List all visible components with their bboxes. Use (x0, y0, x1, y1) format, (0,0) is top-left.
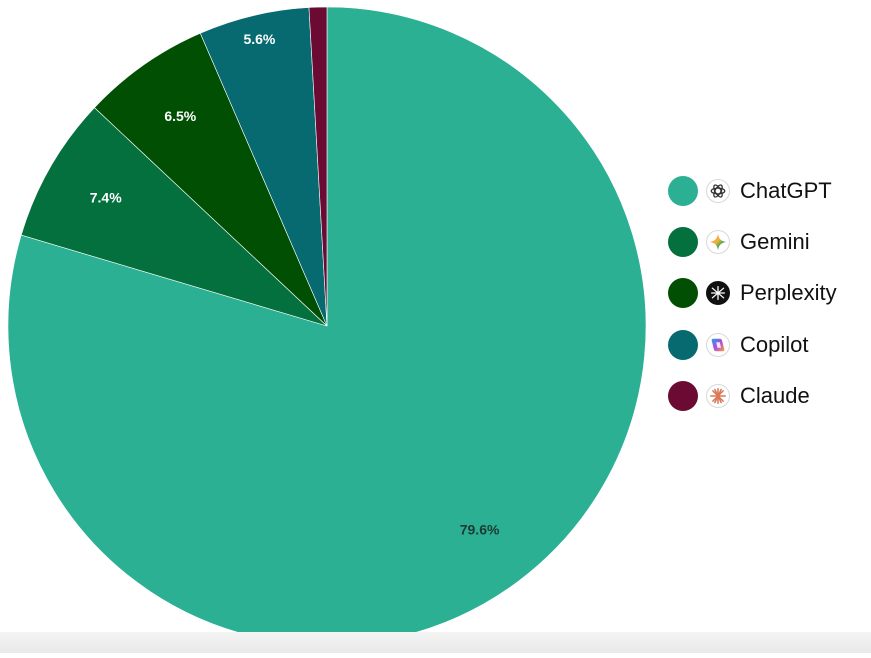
data-label-gemini: 7.4% (90, 190, 122, 206)
legend-item-gemini: Gemini (668, 225, 810, 259)
legend-swatch-chatgpt (668, 176, 698, 206)
copilot-logo-icon (706, 333, 730, 357)
data-label-perplexity: 6.5% (164, 108, 196, 124)
gemini-logo-icon (706, 230, 730, 254)
claude-logo-icon (706, 384, 730, 408)
data-label-chatgpt: 79.6% (460, 521, 500, 537)
pie-slice-claude (308, 6, 328, 327)
legend-swatch-claude (668, 381, 698, 411)
legend-swatch-gemini (668, 227, 698, 257)
legend-item-perplexity: Perplexity (668, 276, 837, 310)
perplexity-logo-icon (706, 281, 730, 305)
legend-label-copilot: Copilot (740, 332, 809, 357)
pie-slice-gemini (20, 107, 328, 327)
pie-slice-perplexity (94, 32, 328, 327)
data-label-copilot: 5.6% (243, 31, 275, 47)
bottom-bar (0, 632, 871, 653)
legend-swatch-perplexity (668, 278, 698, 308)
legend-label-gemini: Gemini (740, 229, 810, 254)
chatgpt-logo-icon (706, 179, 730, 203)
legend-item-claude: Claude (668, 379, 810, 413)
legend-item-copilot: Copilot (668, 328, 808, 362)
legend-label-chatgpt: ChatGPT (740, 178, 832, 203)
legend-label-claude: Claude (740, 383, 810, 408)
legend-label-perplexity: Perplexity (740, 280, 837, 305)
legend-swatch-copilot (668, 330, 698, 360)
legend-item-chatgpt: ChatGPT (668, 174, 832, 208)
